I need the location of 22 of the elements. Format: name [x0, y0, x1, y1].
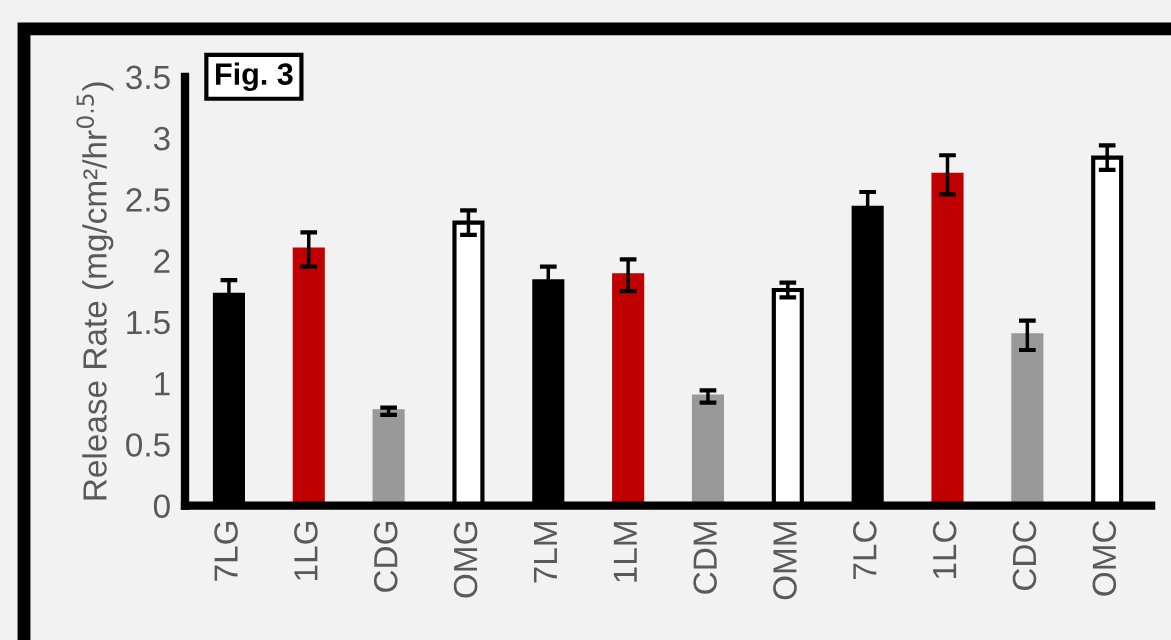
x-tick-label: 1LC: [932, 520, 957, 579]
y-tick-label: 1.5: [127, 310, 170, 335]
x-tick-label: CDM: [693, 522, 717, 594]
x-tick-label: CDC: [1012, 520, 1037, 591]
annotation: Fig. 3: [216, 62, 293, 92]
y-tick-label: 3.5: [126, 65, 170, 90]
y-tick-label: 0: [153, 494, 170, 519]
y-tick-label: 0.5: [126, 433, 170, 457]
x-tick-label: 7LG: [214, 521, 238, 581]
y-axis-title: Release Rate (mg/cm²/hr$^{0.5}$): [76, 82, 114, 500]
x-tick-label: CDG: [373, 521, 398, 592]
x-tick-label: 1LG: [294, 521, 318, 580]
x-tick-label: 7LC: [853, 520, 877, 579]
y-tick-label: 2: [154, 249, 170, 273]
y-tick-label: 2.5: [126, 188, 170, 212]
x-tick-label: OMG: [453, 521, 478, 598]
x-tick-label: 1LM: [613, 522, 637, 582]
x-tick-label: OMC: [1092, 520, 1117, 596]
x-tick-label: 7LM: [533, 522, 557, 583]
y-tick-label: 3: [153, 126, 170, 151]
x-tick-label: OMM: [773, 522, 797, 600]
y-tick-label: 1: [155, 372, 170, 396]
